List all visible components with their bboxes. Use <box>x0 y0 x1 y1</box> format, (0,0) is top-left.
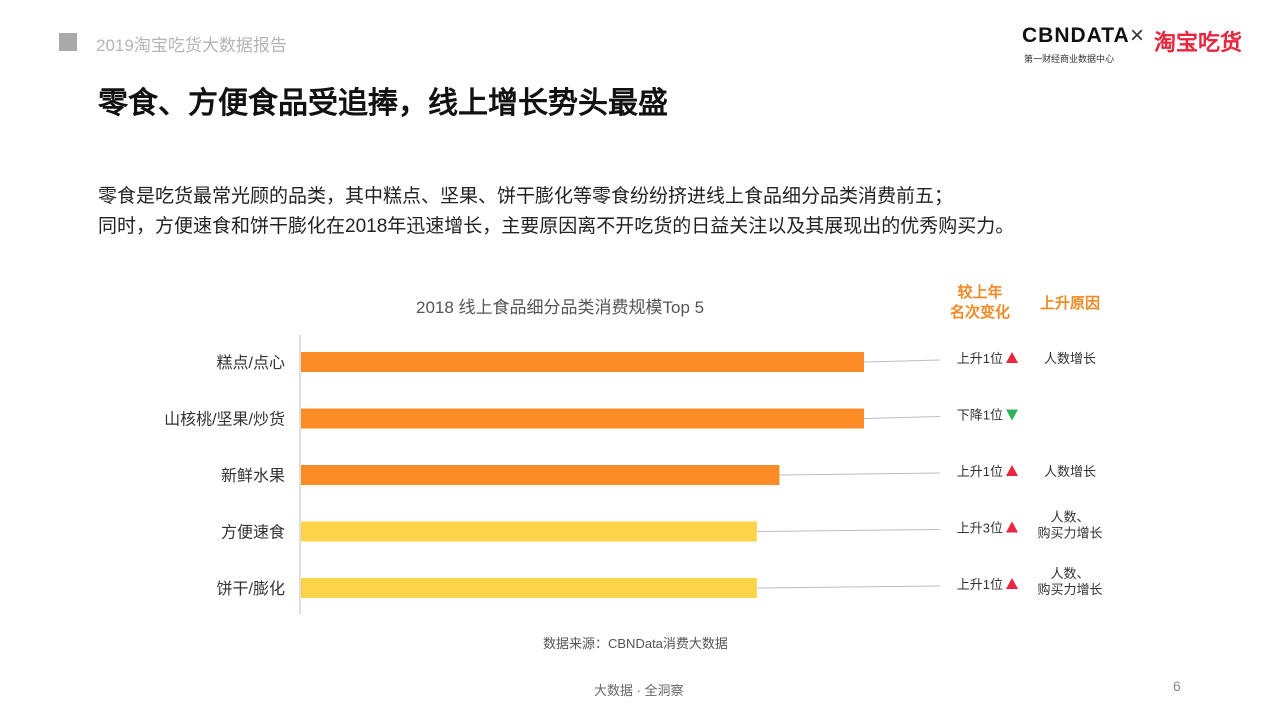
rank-change-label: 上升1位 <box>957 464 1003 479</box>
bar <box>301 408 864 429</box>
cbndata-logo: CBNDATA <box>1022 24 1130 47</box>
bar <box>301 521 757 542</box>
up-arrow-icon <box>1006 465 1018 476</box>
rank-change-label: 上升1位 <box>957 577 1003 592</box>
cbndata-logo-subtitle: 第一财经商业数据中心 <box>1024 54 1115 64</box>
rank-change-label: 上升3位 <box>957 521 1003 536</box>
category-label: 糕点/点心 <box>217 354 285 372</box>
brand-logo: CBNDATA 第一财经商业数据中心 × 淘宝吃货 <box>1022 22 1242 64</box>
description-line: 零食是吃货最常光顾的品类，其中糕点、坚果、饼干膨化等零食纷纷挤进线上食品细分品类… <box>98 186 954 207</box>
category-label: 山核桃/坚果/炒货 <box>164 411 285 429</box>
bar <box>301 352 864 372</box>
header-square-icon <box>59 33 77 51</box>
logo-times-sign: × <box>1130 22 1145 49</box>
reason-label: 人数、 <box>1050 566 1089 581</box>
reason-label: 人数、 <box>1050 510 1089 525</box>
reason-label: 人数增长 <box>1044 464 1096 479</box>
bar <box>301 465 780 485</box>
reason-label: 购买力增长 <box>1037 526 1102 541</box>
description: 零食是吃货最常光顾的品类，其中糕点、坚果、饼干膨化等零食纷纷挤进线上食品细分品类… <box>98 182 1014 242</box>
leader-line <box>779 472 941 476</box>
rank-change-column-header: 较上年 名次变化 <box>940 283 1020 323</box>
description-line: 同时，方便速食和饼干膨化在2018年迅速增长，主要原因离不开吃货的日益关注以及其… <box>98 216 1015 237</box>
page-number: 6 <box>1173 678 1181 694</box>
down-arrow-icon <box>1006 409 1018 421</box>
up-arrow-icon <box>1006 352 1018 363</box>
rank-change-label: 下降1位 <box>957 408 1003 423</box>
leader-line <box>863 359 941 363</box>
report-title: 2019淘宝吃货大数据报告 <box>96 36 287 55</box>
category-label: 方便速食 <box>221 524 285 542</box>
reason-label: 人数增长 <box>1044 351 1096 366</box>
category-label: 饼干/膨化 <box>217 580 285 598</box>
rank-change-header-line: 较上年 <box>957 284 1003 301</box>
footer-slogan: 大数据 · 全洞察 <box>594 683 684 698</box>
taobao-logo: 淘宝吃货 <box>1154 30 1243 55</box>
chart-title: 2018 线上食品细分品类消费规模Top 5 <box>416 298 705 317</box>
data-source: 数据来源：CBNData消费大数据 <box>543 636 728 651</box>
up-arrow-icon <box>1006 578 1018 589</box>
reason-column-header: 上升原因 <box>1039 295 1100 312</box>
rank-change-label: 上升1位 <box>957 351 1003 366</box>
bar <box>301 578 757 598</box>
leader-line <box>756 585 941 589</box>
leader-line <box>756 529 941 532</box>
leader-line <box>863 416 941 419</box>
category-label: 新鲜水果 <box>221 467 285 485</box>
reason-label: 购买力增长 <box>1037 582 1102 597</box>
page-title: 零食、方便食品受追捧，线上增长势头最盛 <box>98 87 668 120</box>
up-arrow-icon <box>1006 521 1018 533</box>
rank-change-header-line: 名次变化 <box>949 304 1010 321</box>
